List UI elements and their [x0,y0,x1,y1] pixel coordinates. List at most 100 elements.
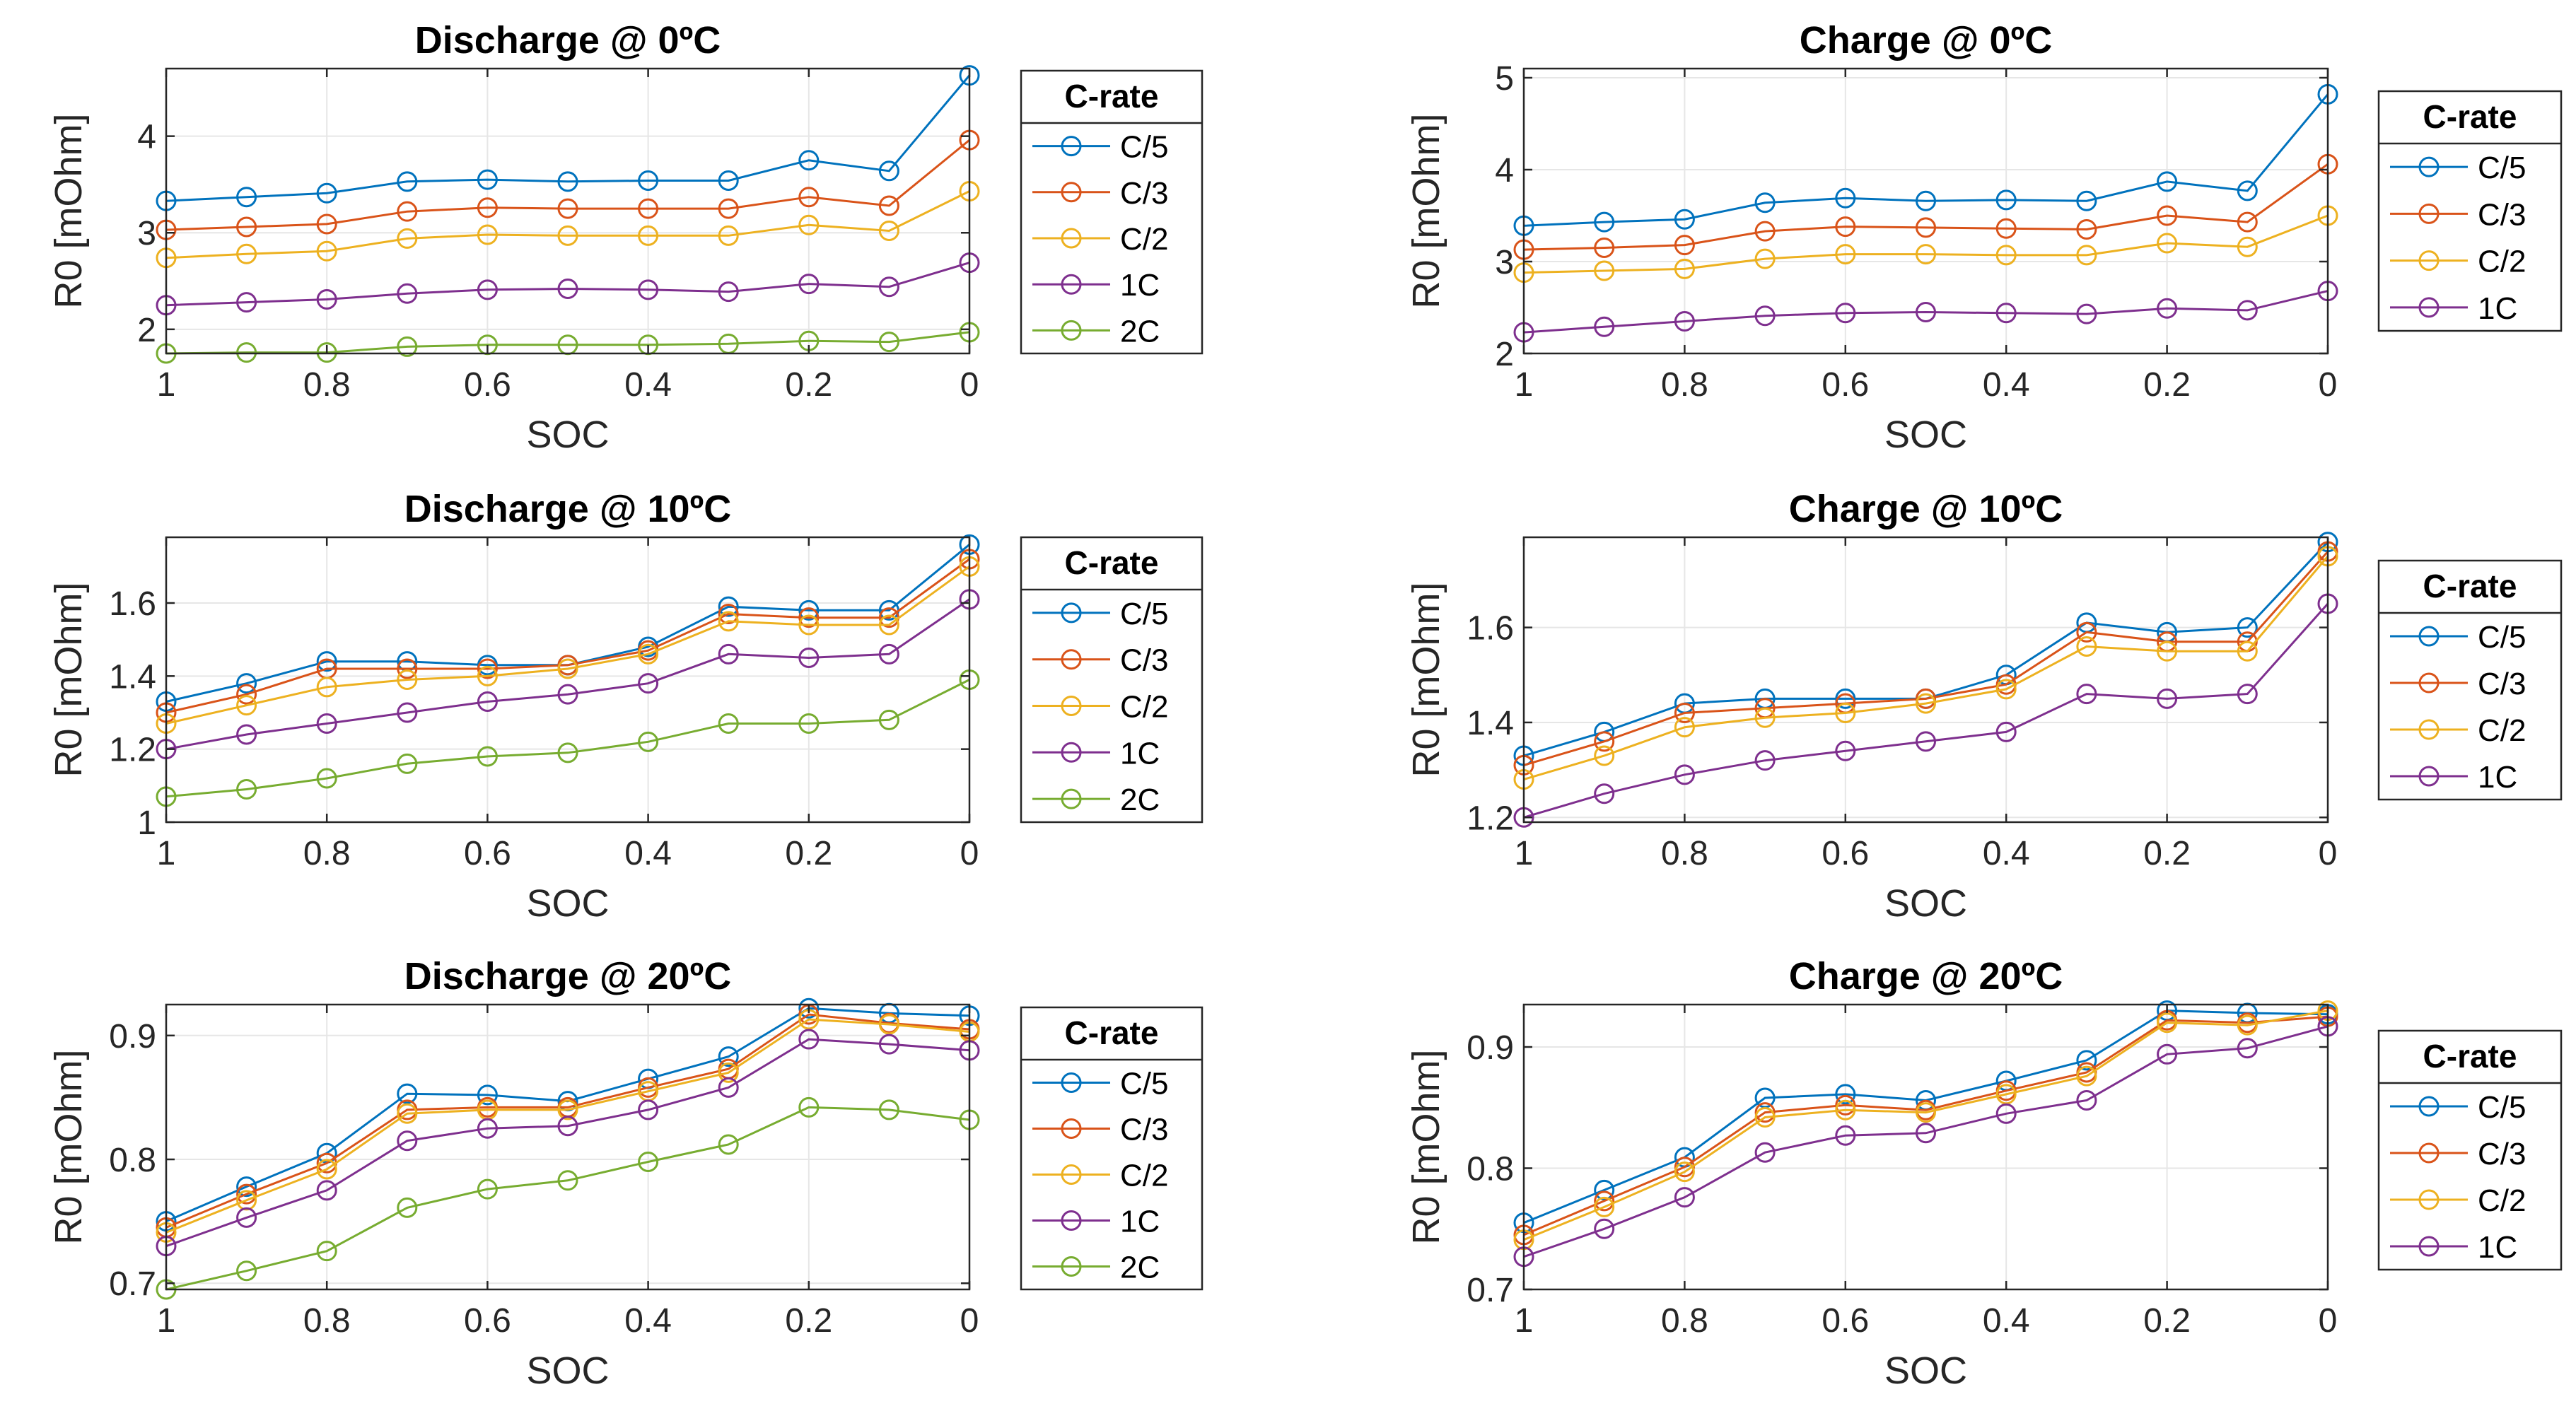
data-point [1835,1084,1856,1105]
data-point [236,1183,257,1205]
data-point [878,221,899,242]
data-point [2076,1050,2097,1071]
data-point [878,276,899,298]
legend-swatch-marker [1061,274,1082,295]
data-point [1674,258,1695,279]
legend-swatch-marker [1061,602,1082,624]
data-point [1594,238,1615,258]
plot-area [166,1005,969,1289]
data-point [638,279,659,300]
legend-entry: C/3 [1120,176,1168,211]
data-point [2157,640,2178,662]
chart-panel-6: 1 0.8 0.6 0.4 0.2 0 0.7 0.8 0.9 Charge @ 20ºC SOC R… [1405,955,2563,1392]
y-axis-label: R0 [mOhm] [1405,582,1447,777]
x-tick-label: 1 [1515,1302,1534,1340]
x-tick-label: 1 [157,1302,176,1340]
x-tick-label: 0.6 [464,1302,511,1340]
data-point [2076,219,2097,240]
data-point [1916,190,1936,211]
data-point [2237,211,2258,233]
data-point [1754,192,1776,213]
y-tick-label: 1.4 [109,658,156,696]
data-point [2157,298,2178,319]
x-tick-label: 0.2 [785,835,832,872]
data-point [1916,1123,1936,1144]
legend-swatch-marker [1061,1072,1082,1093]
chart-title: Discharge @ 10ºC [404,488,732,530]
series-line-C/2 [165,190,970,259]
legend-swatch-marker [1061,1210,1082,1231]
chart-panel-2: 1 0.8 0.6 0.4 0.2 0 2 3 4 5 Charge @ 0ºC SOC R0 [mOh… [1405,19,2563,456]
series-line-C/2 [165,566,970,725]
data-point [316,240,337,262]
series-line-2C [165,331,970,355]
chart-title: Discharge @ 0ºC [415,19,721,62]
data-point [718,281,739,303]
data-point [2157,171,2178,192]
y-tick-label: 1.6 [109,585,156,623]
axes-box [165,536,971,824]
series-line-C/3 [1523,163,2329,251]
data-point [798,599,820,621]
data-point [798,150,820,171]
data-point [557,684,578,705]
data-point [477,691,498,712]
data-point [1754,1102,1776,1123]
x-tick-label: 0.6 [1822,835,1869,872]
data-point [1995,189,2017,211]
data-point [1835,216,1856,238]
data-point [798,997,820,1019]
data-point [798,614,820,636]
data-point [557,1116,578,1137]
legend-entry: C/2 [1120,690,1168,725]
legend: C-rate C/5 C/3 C/2 1C [2377,1029,2563,1271]
y-tick-label: 0.9 [109,1018,156,1055]
data-point [1916,244,1936,265]
legend-swatch-marker [1061,320,1082,341]
data-point [2076,1089,2097,1111]
y-tick-label: 1 [137,804,156,842]
legend-box [2377,90,2563,332]
legend-entry: C/5 [1120,130,1168,165]
legend-entry: C/5 [2478,151,2526,185]
data-point [1995,245,2017,266]
legend-swatch-marker [2418,1236,2440,1257]
data-point [397,702,418,723]
data-point [2237,1038,2258,1059]
data-point [878,1034,899,1055]
legend-swatch-marker [2418,1096,2440,1117]
data-point [477,665,498,686]
legend-title: C-rate [2423,98,2517,135]
y-axis-label: R0 [mOhm] [1405,1049,1447,1244]
data-point [236,673,257,694]
y-tick-label: 3 [137,215,156,252]
x-axis-label: SOC [526,1350,609,1392]
x-tick-label: 0.6 [464,835,511,872]
legend-swatch-marker [1061,788,1082,809]
data-point [718,225,739,246]
data-point [316,288,337,310]
x-tick-label: 0 [2319,1302,2338,1340]
data-point [397,669,418,690]
data-point [638,731,659,752]
data-point [878,332,899,353]
data-point [1674,703,1695,724]
legend-swatch-marker [2418,203,2440,224]
y-tick-label: 0.8 [1467,1151,1514,1188]
data-point [1674,764,1695,785]
data-point [1594,316,1615,337]
chart-title: Charge @ 20ºC [1789,955,2063,997]
series-line-C/3 [1523,551,2329,766]
data-point [2076,1065,2097,1087]
x-tick-label: 0.2 [785,366,832,404]
data-point [557,1170,578,1191]
x-tick-label: 1 [157,366,176,404]
data-point [557,278,578,299]
data-point [477,746,498,767]
data-point [1835,187,1856,209]
data-point [718,1077,739,1098]
x-tick-label: 0.8 [303,1302,351,1340]
chart-title: Discharge @ 20ºC [404,955,732,997]
data-point [638,1152,659,1173]
